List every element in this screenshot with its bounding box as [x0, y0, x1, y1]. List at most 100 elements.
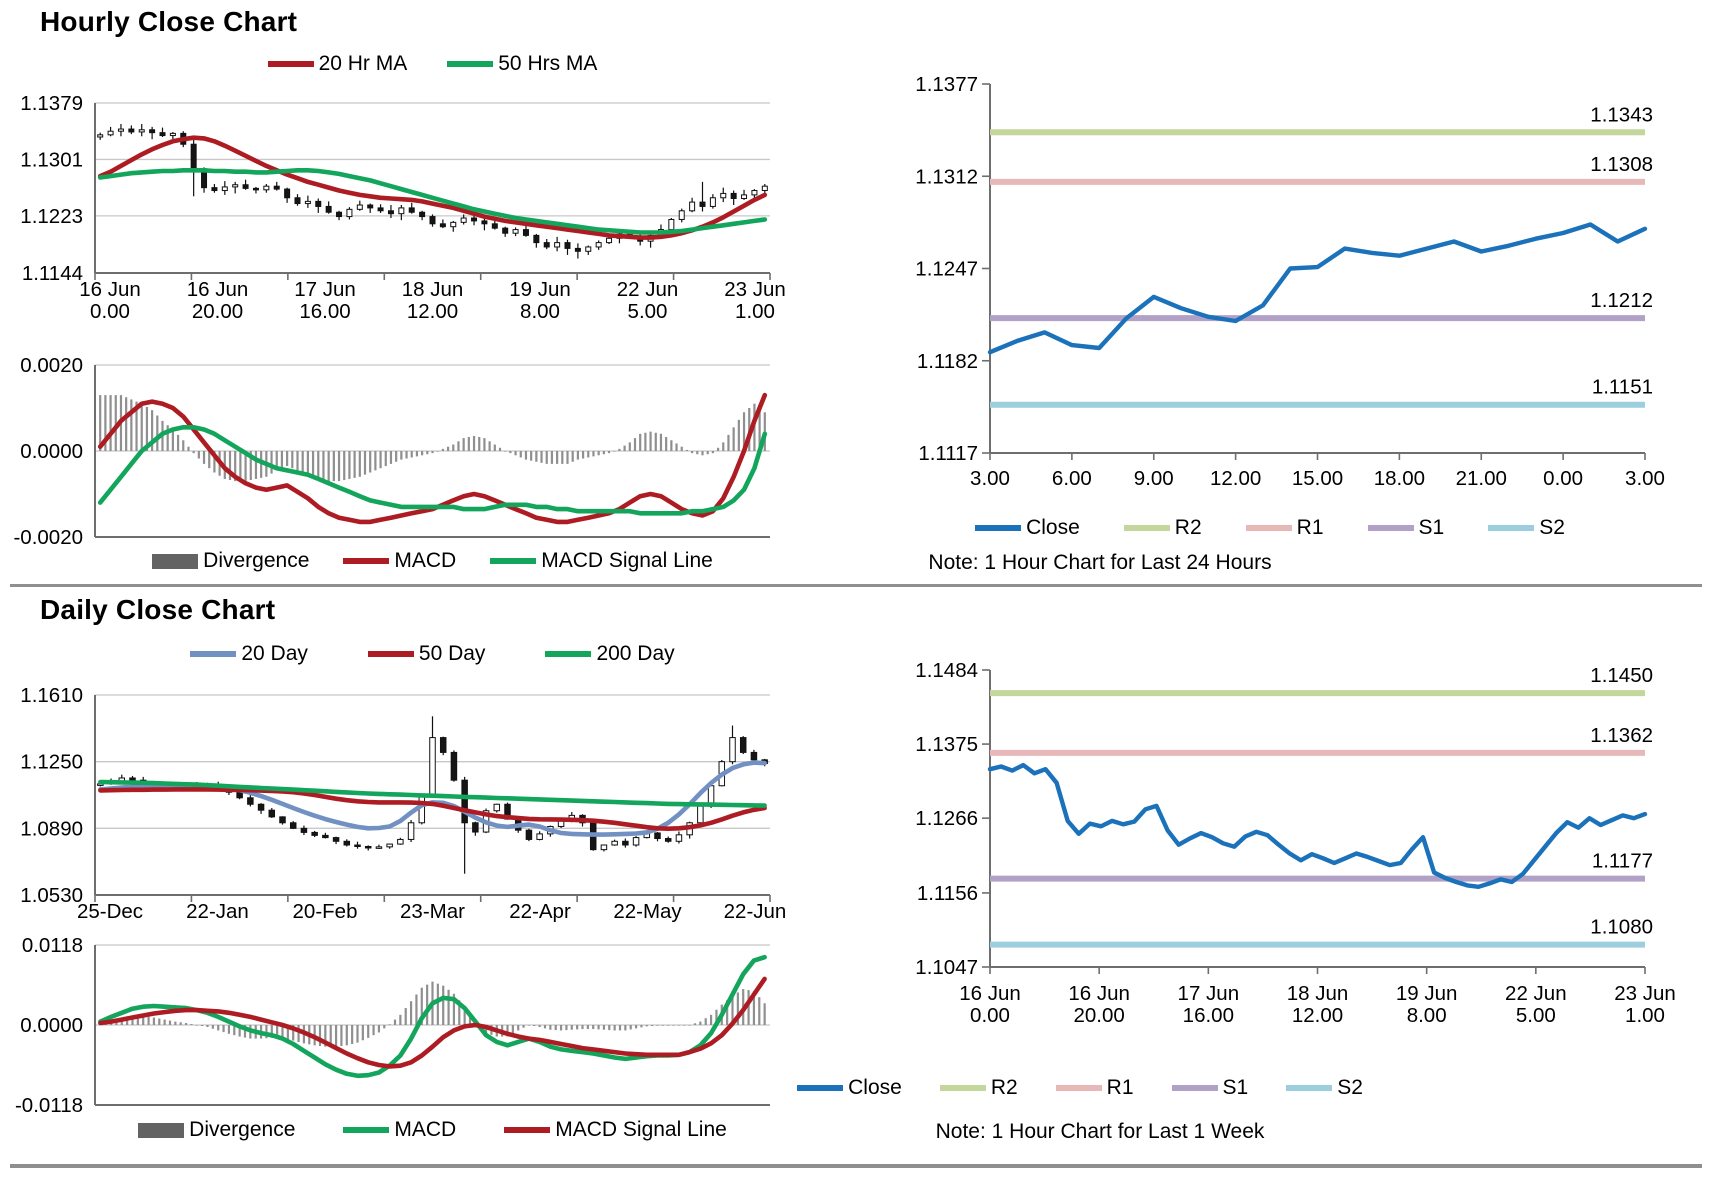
legend-swatch [545, 651, 592, 657]
legend-item-r2: R2 [939, 1076, 1018, 1100]
legend-label: MACD [394, 1118, 457, 1141]
svg-text:18 Jun: 18 Jun [1287, 982, 1349, 1005]
legend-swatch [1245, 525, 1292, 531]
legend-item-s1: S1 [1171, 1076, 1249, 1100]
legend-item-close: Close [797, 1076, 902, 1100]
legend-swatch [267, 61, 314, 67]
svg-text:22-Jan: 22-Jan [186, 900, 249, 923]
svg-text:1.1156: 1.1156 [917, 882, 978, 905]
svg-text:0.0118: 0.0118 [22, 934, 83, 957]
svg-text:20-Feb: 20-Feb [293, 900, 358, 923]
svg-text:22 Jun: 22 Jun [617, 278, 679, 301]
weekly-pivot-note: Note: 1 Hour Chart for Last 1 Week [935, 1120, 1265, 1143]
svg-text:1.1247: 1.1247 [915, 258, 978, 281]
svg-text:16.00: 16.00 [1183, 1004, 1234, 1027]
legend-label: Divergence [189, 1118, 296, 1141]
legend-label: 20 Day [241, 642, 308, 665]
svg-text:1.00: 1.00 [735, 300, 775, 323]
bottom-divider [10, 1164, 1702, 1168]
legend-swatch [343, 1127, 390, 1133]
svg-text:22-May: 22-May [613, 900, 682, 923]
svg-text:12.00: 12.00 [407, 300, 458, 323]
svg-text:20.00: 20.00 [192, 300, 243, 323]
svg-text:1.00: 1.00 [1625, 1004, 1665, 1027]
svg-text:1.1047: 1.1047 [915, 956, 978, 979]
legend-swatch [138, 1122, 185, 1138]
svg-text:25-Dec: 25-Dec [77, 900, 143, 923]
legend-item-r1: R1 [1245, 516, 1324, 540]
section-divider [10, 584, 1702, 587]
hourly-macd-legend: Divergence MACD MACD Signal Line [95, 549, 770, 573]
hourly-pivot-legend: Close R2 R1 S1 S2 [890, 516, 1650, 540]
legend-swatch [504, 1127, 551, 1133]
legend-label: S2 [1539, 516, 1565, 539]
svg-text:1.1177: 1.1177 [1592, 850, 1653, 873]
legend-item-close: Close [975, 516, 1080, 540]
svg-text:16 Jun: 16 Jun [79, 278, 141, 301]
legend-label: S1 [1222, 1076, 1249, 1099]
svg-text:1.1377: 1.1377 [915, 73, 978, 96]
legend-swatch [797, 1085, 844, 1091]
svg-text:3.00: 3.00 [970, 467, 1010, 490]
legend-item-r1: R1 [1055, 1076, 1134, 1100]
legend-item-200-day: 200 Day [545, 642, 675, 666]
svg-text:21.00: 21.00 [1456, 467, 1507, 490]
svg-text:19 Jun: 19 Jun [1396, 982, 1458, 1005]
legend-item-macd-signal-line: MACD Signal Line [490, 549, 713, 573]
legend-item-divergence: Divergence [152, 549, 309, 573]
legend-label: 50 Hrs MA [498, 52, 598, 75]
svg-text:1.1250: 1.1250 [20, 751, 83, 774]
svg-text:1.0530: 1.0530 [20, 884, 83, 907]
svg-text:1.1182: 1.1182 [917, 350, 978, 373]
svg-text:8.00: 8.00 [1407, 1004, 1447, 1027]
svg-text:0.00: 0.00 [1543, 467, 1583, 490]
legend-item-20-hr-ma: 20 Hr MA [267, 52, 407, 76]
legend-swatch [152, 553, 199, 569]
svg-text:23 Jun: 23 Jun [724, 278, 786, 301]
daily-price-legend: 20 Day 50 Day 200 Day [95, 642, 770, 666]
svg-text:23-Mar: 23-Mar [400, 900, 465, 923]
svg-text:12.00: 12.00 [1210, 467, 1261, 490]
hourly-price-legend: 20 Hr MA 50 Hrs MA [95, 52, 770, 76]
legend-label: R2 [990, 1076, 1018, 1099]
legend-item-r2: R2 [1123, 516, 1202, 540]
svg-text:1.1117: 1.1117 [918, 442, 978, 465]
svg-text:1.1610: 1.1610 [20, 684, 83, 707]
svg-text:1.1080: 1.1080 [1590, 916, 1653, 939]
legend-swatch [190, 651, 237, 657]
svg-text:5.00: 5.00 [1516, 1004, 1556, 1027]
svg-text:15.00: 15.00 [1292, 467, 1343, 490]
svg-text:1.1484: 1.1484 [915, 659, 978, 682]
legend-item-s2: S2 [1488, 516, 1565, 540]
svg-text:0.0020: 0.0020 [20, 354, 83, 377]
svg-text:16 Jun: 16 Jun [1068, 982, 1130, 1005]
legend-item-20-day: 20 Day [190, 642, 308, 666]
svg-text:1.1312: 1.1312 [915, 165, 978, 188]
legend-label: R1 [1296, 516, 1324, 539]
legend-item-50-hrs-ma: 50 Hrs MA [447, 52, 597, 76]
hourly-macd-chart: 0.0020 0.0000 -0.0020 [13, 354, 770, 549]
legend-label: S1 [1418, 516, 1445, 539]
svg-text:1.1375: 1.1375 [915, 733, 978, 756]
legend-item-macd: MACD [343, 1118, 456, 1142]
svg-text:17 Jun: 17 Jun [1178, 982, 1240, 1005]
svg-text:1.1266: 1.1266 [915, 807, 978, 830]
svg-text:9.00: 9.00 [1134, 467, 1174, 490]
svg-text:8.00: 8.00 [520, 300, 560, 323]
legend-swatch [975, 525, 1022, 531]
svg-text:5.00: 5.00 [628, 300, 668, 323]
svg-text:16.00: 16.00 [299, 300, 350, 323]
legend-swatch [447, 61, 494, 67]
legend-label: Close [848, 1076, 902, 1099]
svg-text:1.1343: 1.1343 [1590, 103, 1653, 126]
svg-text:1.1308: 1.1308 [1590, 153, 1653, 176]
svg-text:16 Jun: 16 Jun [959, 982, 1021, 1005]
svg-text:18 Jun: 18 Jun [402, 278, 464, 301]
legend-label: MACD [394, 549, 457, 572]
svg-text:0.00: 0.00 [90, 300, 130, 323]
legend-item-s1: S1 [1367, 516, 1445, 540]
